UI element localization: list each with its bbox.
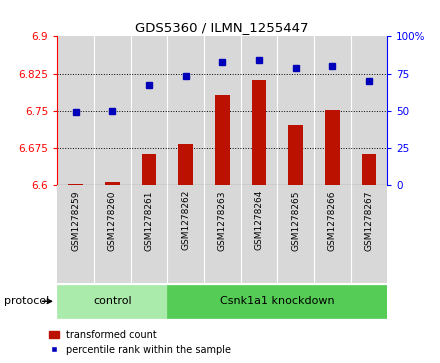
Bar <box>277 185 314 283</box>
Text: GSM1278263: GSM1278263 <box>218 190 227 250</box>
Text: GSM1278267: GSM1278267 <box>364 190 374 250</box>
Text: GSM1278266: GSM1278266 <box>328 190 337 250</box>
Text: protocol: protocol <box>4 296 50 306</box>
Bar <box>277 36 314 185</box>
Text: GSM1278262: GSM1278262 <box>181 190 190 250</box>
Bar <box>57 285 167 318</box>
Text: Csnk1a1 knockdown: Csnk1a1 knockdown <box>220 296 334 306</box>
Text: GSM1278265: GSM1278265 <box>291 190 300 250</box>
Legend: transformed count, percentile rank within the sample: transformed count, percentile rank withi… <box>49 330 231 355</box>
Text: control: control <box>93 296 132 306</box>
Bar <box>204 36 241 185</box>
Bar <box>94 36 131 185</box>
Bar <box>178 144 193 185</box>
Bar <box>241 36 277 185</box>
Bar <box>362 154 376 185</box>
Bar <box>131 36 167 185</box>
Bar <box>314 36 351 185</box>
Bar <box>288 125 303 185</box>
Bar <box>167 185 204 283</box>
Text: GSM1278261: GSM1278261 <box>144 190 154 250</box>
Bar <box>131 185 167 283</box>
Text: GSM1278260: GSM1278260 <box>108 190 117 250</box>
Text: GSM1278264: GSM1278264 <box>254 190 264 250</box>
Bar <box>57 36 94 185</box>
Bar <box>167 36 204 185</box>
Bar <box>325 110 340 185</box>
Bar <box>94 185 131 283</box>
Bar <box>142 154 156 185</box>
Bar <box>252 80 266 185</box>
Bar <box>105 182 120 185</box>
Bar <box>314 185 351 283</box>
Bar <box>57 185 94 283</box>
Title: GDS5360 / ILMN_1255447: GDS5360 / ILMN_1255447 <box>136 21 309 34</box>
Bar <box>167 285 387 318</box>
Bar <box>351 185 387 283</box>
Text: GSM1278259: GSM1278259 <box>71 190 80 250</box>
Bar <box>68 184 83 185</box>
Bar <box>241 185 277 283</box>
Bar <box>351 36 387 185</box>
Bar <box>215 95 230 185</box>
Bar <box>204 185 241 283</box>
